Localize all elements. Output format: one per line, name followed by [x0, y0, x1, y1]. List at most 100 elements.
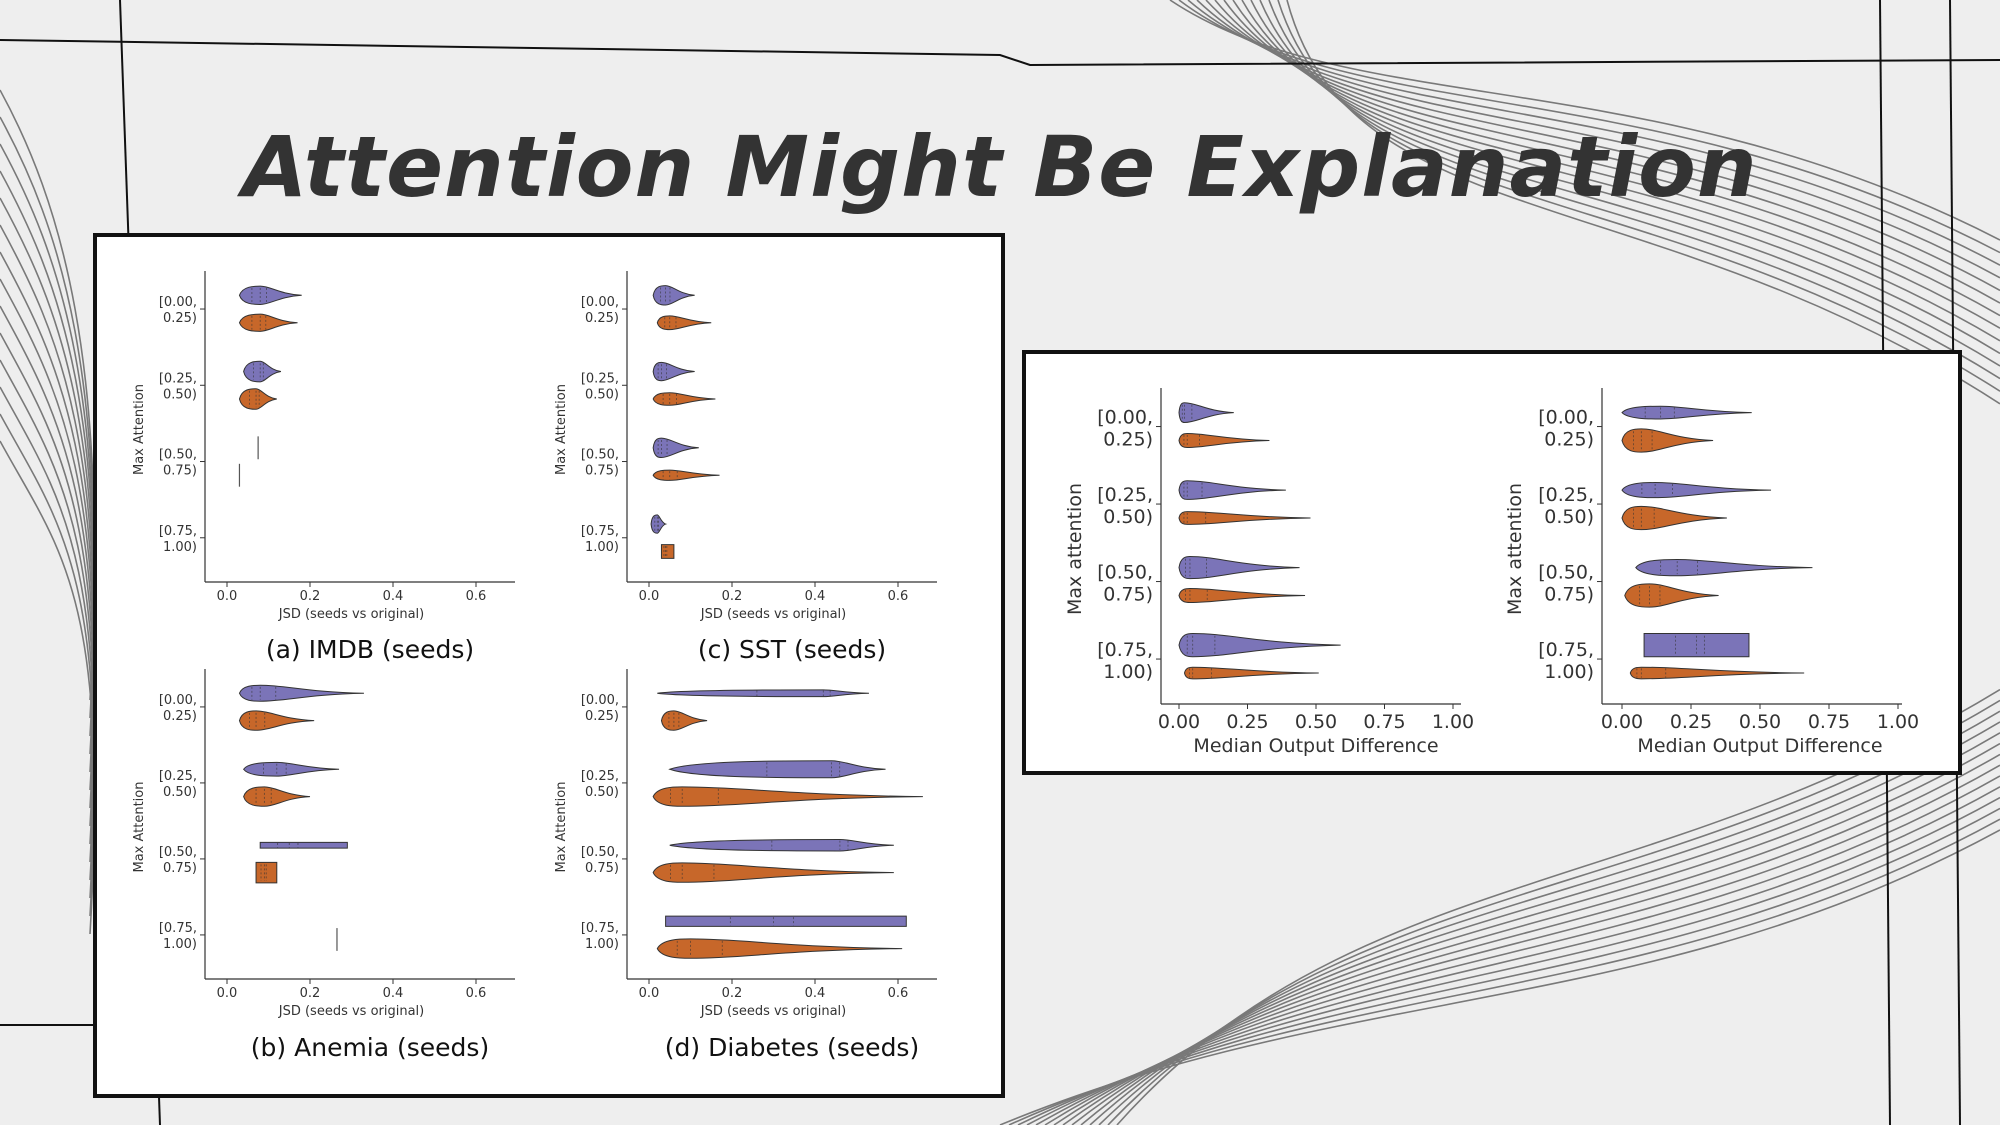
violin-chart-4: 0.0 0.2 0.4 0.6 JSD (seeds vs original) Max A…	[554, 669, 937, 1062]
x-tick-label: 0.25	[1226, 711, 1268, 733]
x-axis-label: JSD (seeds vs original)	[278, 607, 425, 622]
x-axis-label: Median Output Difference	[1193, 735, 1438, 757]
y-tick-label: 0.50)	[163, 785, 197, 800]
left-figure-panel: 0.0 0.2 0.4 0.6 JSD (seeds vs original) Max A…	[93, 233, 1005, 1098]
y-tick-label: 1.00)	[585, 937, 619, 952]
violin-orange	[238, 313, 298, 332]
y-tick-label: 0.50)	[585, 785, 619, 800]
x-tick-label: 0.2	[300, 589, 321, 604]
violin-purple	[1178, 402, 1234, 423]
y-tick-label: 0.75)	[585, 464, 619, 479]
x-tick-label: 1.00	[1877, 711, 1919, 733]
x-tick-label: 0.6	[888, 589, 909, 604]
violin-purple	[238, 684, 364, 702]
y-axis-label: Max Attention	[132, 384, 147, 475]
y-tick-label: [0.25,	[1538, 484, 1594, 506]
y-tick-label: [0.75,	[581, 524, 619, 539]
y-tick-label: 0.25)	[1544, 429, 1594, 451]
violin-purple	[1178, 632, 1341, 658]
violin-purple	[652, 361, 695, 382]
x-tick-label: 0.0	[639, 986, 660, 1001]
x-tick-label: 0.6	[466, 986, 487, 1001]
y-tick-label: 0.75)	[163, 861, 197, 876]
y-tick-label: [0.00,	[159, 295, 197, 310]
violin-orange	[656, 938, 903, 959]
y-tick-label: [0.50,	[1538, 562, 1594, 584]
y-tick-label: [0.75,	[159, 921, 197, 936]
y-tick-label: 0.50)	[585, 387, 619, 402]
violin-purple	[1635, 558, 1813, 577]
violin-orange	[652, 786, 923, 807]
y-tick-label: 0.50)	[163, 387, 197, 402]
violin-orange	[1183, 666, 1319, 680]
violin-purple	[259, 841, 348, 849]
x-tick-label: 0.00	[1158, 711, 1200, 733]
violin-orange	[1624, 583, 1719, 608]
x-axis-label: Median Output Difference	[1637, 735, 1882, 757]
violin-purple	[652, 285, 695, 306]
x-axis-label: JSD (seeds vs original)	[700, 607, 847, 622]
right-figure-panel: 0.00 0.25 0.50 0.75 1.00 Median Output Differ…	[1022, 350, 1962, 775]
violin-orange	[1178, 588, 1306, 603]
x-tick-label: 0.2	[722, 589, 743, 604]
x-tick-label: 0.75	[1363, 711, 1405, 733]
y-tick-label: 0.75)	[1103, 584, 1153, 606]
violin-purple	[243, 360, 282, 383]
y-axis-label: Max attention	[1504, 483, 1526, 615]
x-tick-label: 0.4	[383, 589, 404, 604]
y-tick-label: [0.00,	[581, 693, 619, 708]
chart-caption: (d) Diabetes (seeds)	[665, 1033, 919, 1062]
violin-orange	[238, 710, 315, 731]
y-tick-label: 0.50)	[1103, 506, 1153, 528]
x-tick-label: 0.2	[300, 986, 321, 1001]
y-tick-label: [0.00,	[1538, 407, 1594, 429]
y-tick-label: [0.25,	[581, 769, 619, 784]
x-tick-label: 0.75	[1808, 711, 1850, 733]
x-tick-label: 0.4	[383, 986, 404, 1001]
x-tick-label: 0.0	[639, 589, 660, 604]
violin-orange	[1629, 666, 1805, 680]
violin-orange	[660, 544, 675, 559]
violin-chart-2: 0.0 0.2 0.4 0.6 JSD (seeds vs original) Max A…	[132, 669, 515, 1062]
y-tick-label: 0.25)	[1103, 429, 1153, 451]
x-tick-label: 0.2	[722, 986, 743, 1001]
y-tick-label: 0.25)	[585, 311, 619, 326]
y-tick-label: [0.50,	[581, 448, 619, 463]
violin-purple	[242, 761, 340, 777]
y-tick-label: [0.00,	[581, 295, 619, 310]
violin-orange	[652, 862, 894, 883]
y-tick-label: [0.75,	[1538, 639, 1594, 661]
violin-purple	[657, 689, 869, 698]
violin-purple	[665, 915, 907, 927]
x-tick-label: 0.6	[466, 589, 487, 604]
y-tick-label: [0.25,	[159, 769, 197, 784]
y-tick-label: 0.75)	[163, 464, 197, 479]
y-tick-label: 0.50)	[1544, 506, 1594, 528]
slide-title: Attention Might Be Explanation	[242, 118, 1758, 216]
left-figure-svg: 0.0 0.2 0.4 0.6 JSD (seeds vs original) Max A…	[132, 271, 937, 1062]
y-tick-label: 0.75)	[585, 861, 619, 876]
x-tick-label: 0.0	[217, 589, 238, 604]
violin-purple	[1621, 482, 1772, 499]
violin-orange	[1178, 433, 1270, 448]
y-tick-label: 1.00)	[163, 540, 197, 555]
y-tick-label: [0.25,	[1097, 484, 1153, 506]
y-tick-label: [0.50,	[159, 845, 197, 860]
x-tick-label: 0.4	[805, 589, 826, 604]
x-tick-label: 0.6	[888, 986, 909, 1001]
x-axis-label: JSD (seeds vs original)	[278, 1004, 425, 1019]
x-tick-label: 0.0	[217, 986, 238, 1001]
y-tick-label: 0.25)	[163, 709, 197, 724]
y-axis-label: Max Attention	[554, 384, 569, 475]
violin-orange	[1621, 428, 1714, 453]
y-tick-label: 1.00)	[1103, 661, 1153, 683]
chart-caption: (a) IMDB (seeds)	[266, 635, 474, 664]
y-tick-label: [0.25,	[581, 371, 619, 386]
violin-chart-3: 0.0 0.2 0.4 0.6 JSD (seeds vs original) Max A…	[554, 271, 937, 664]
y-tick-label: [0.75,	[1097, 639, 1153, 661]
y-axis-label: Max Attention	[554, 781, 569, 872]
violin-orange	[1621, 505, 1727, 531]
violin-orange	[660, 710, 708, 731]
